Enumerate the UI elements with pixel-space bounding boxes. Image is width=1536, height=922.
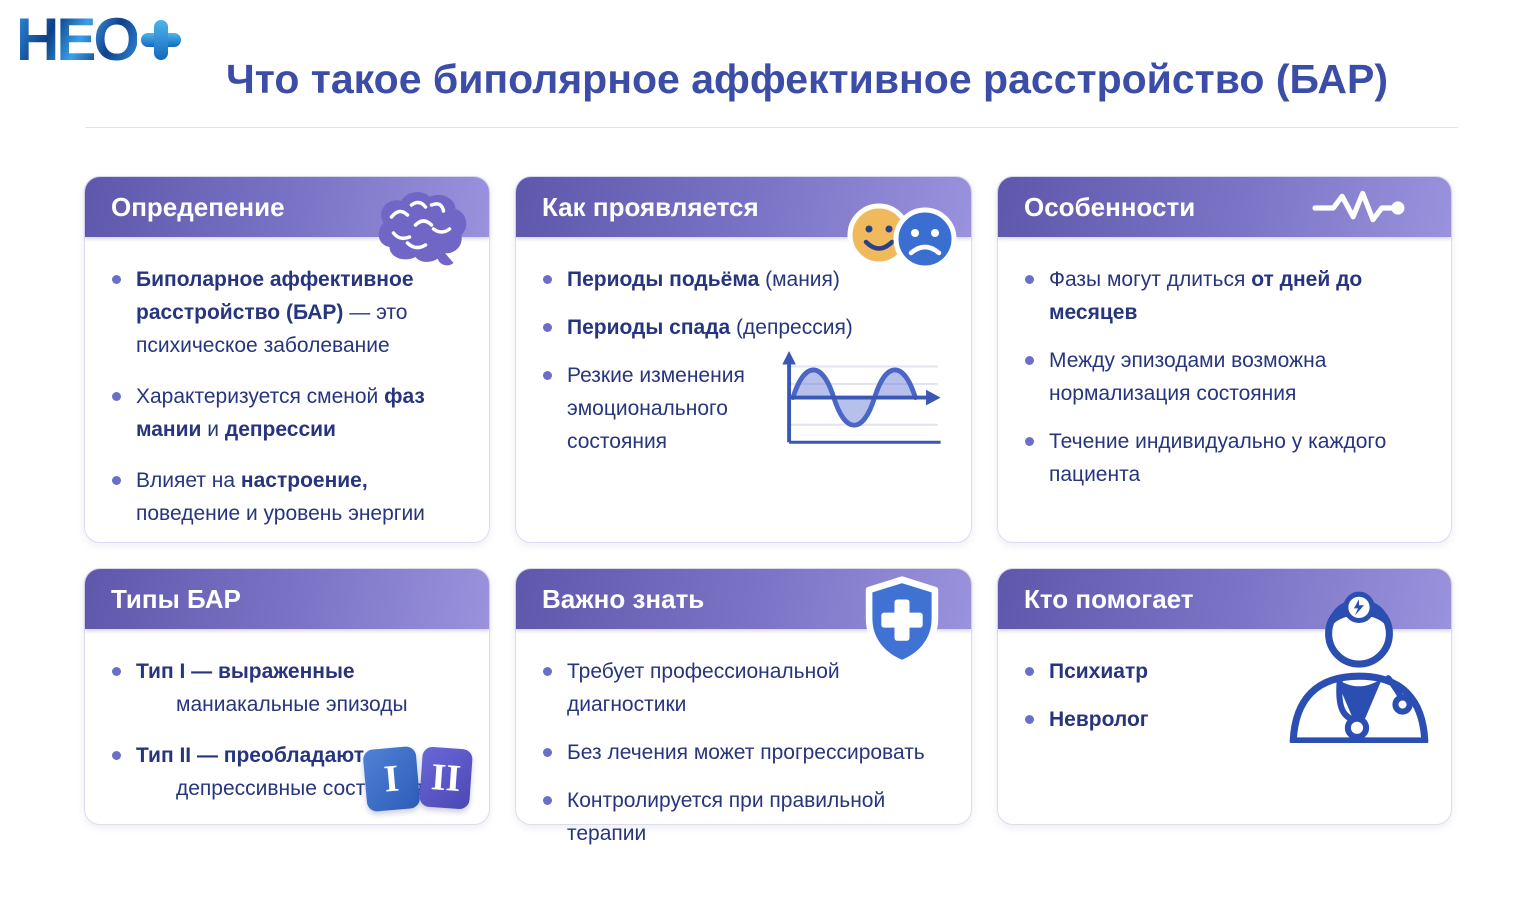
bullet-dot (1025, 667, 1034, 676)
card-important: Важно знать Требует профессиональной диа… (515, 568, 972, 845)
brain-icon (378, 192, 467, 266)
list-item: Требует профессиональной диагностики (542, 655, 953, 721)
list-item: Психиатр (1024, 655, 1433, 688)
cards-grid: Опредепение Биполарное аффективное расст… (84, 176, 1452, 845)
list-item: Резкие изменения эмоционального состояни… (542, 350, 953, 458)
list-item: Между эпизодами возможна нормализация со… (1024, 344, 1433, 410)
bullet-list: Фазы могут длиться от дней до месяцев Ме… (1024, 263, 1433, 491)
card-title: Особенности (1024, 191, 1196, 222)
bullet-text: Контролируется при правильной терапии (567, 789, 886, 845)
bullet-dot (1025, 275, 1034, 284)
card-types-header: Типы БАР (85, 569, 489, 629)
bullet-dot (112, 476, 121, 485)
bullet-text: Характеризуется сменой фаз мании и депре… (136, 385, 425, 441)
card-manifestation: Как проявляется Периоды подьёма (мания) … (515, 176, 972, 543)
bullet-text: Влияет на настроение, поведение и уровен… (136, 469, 425, 525)
bullet-text: Периоды подьёма (мания) (567, 268, 840, 291)
type-badges-icon: I II (362, 745, 474, 813)
list-item: Влияет на настроение, поведение и уровен… (111, 464, 471, 530)
bullet-dot (112, 392, 121, 401)
type-two-badge: II (418, 746, 474, 810)
bullet-list: Периоды подьёма (мания) Периоды спада (д… (542, 263, 953, 458)
page-title: Что такое биполярное аффективное расстро… (226, 56, 1389, 102)
shield-cross-icon (865, 576, 939, 667)
bullet-list: Биполарное аффективное расстройство (БАР… (111, 263, 471, 530)
bullet-dot (543, 796, 552, 805)
bullet-dot (112, 751, 121, 760)
plus-icon (141, 20, 182, 60)
card-definition: Опредепение Биполарное аффективное расст… (84, 176, 490, 543)
list-item: Тип I — выраженные маниакальные эпизоды (111, 655, 471, 721)
list-item: Периоды подьёма (мания) (542, 263, 953, 296)
card-title: Важно знать (542, 583, 705, 614)
bullet-dot (112, 275, 121, 284)
logo-text: НЕО (16, 6, 140, 73)
card-title: Типы БАР (111, 583, 241, 614)
card-title: Опредепение (111, 191, 285, 222)
bullet-text: Невролог (1049, 708, 1149, 731)
bullet-text: Фазы могут длиться от дней до месяцев (1049, 268, 1363, 324)
bullet-dot (112, 667, 121, 676)
happy-sad-faces-icon (847, 203, 957, 271)
bullet-text: Тип I — выраженные маниакальные эпизоды (136, 660, 408, 716)
bullet-dot (543, 748, 552, 757)
bullet-dot (543, 371, 552, 380)
bullet-text: Между эпизодами возможна нормализация со… (1049, 349, 1327, 405)
bullet-text: Течение индивидуально у каждого пациента (1049, 430, 1387, 486)
type-one-badge: I (362, 745, 421, 813)
mood-wave-chart-icon (782, 350, 941, 444)
card-important-body: Требует профессиональной диагностики Без… (516, 629, 971, 850)
bullet-dot (1025, 715, 1034, 724)
list-item: Периоды спада (депрессия) (542, 311, 953, 344)
card-who-helps: Кто помогает Психиатр Невролог (997, 568, 1452, 825)
bullet-dot (1025, 437, 1034, 446)
bullet-dot (543, 323, 552, 332)
bullet-text: Тип II — преобладают депрессивные состоя… (136, 744, 423, 800)
bullet-text: Биполарное аффективное расстройство (БАР… (136, 268, 414, 357)
card-who-helps-body: Психиатр Невролог (998, 629, 1451, 736)
card-title: Как проявляется (542, 191, 759, 222)
bullet-dot (543, 667, 552, 676)
bullet-text: Резкие изменения эмоционального состояни… (567, 364, 745, 453)
card-features: Особенности Фазы могут длиться от дней д… (997, 176, 1452, 543)
list-item: Тип II — преобладают депрессивные состоя… (111, 739, 471, 805)
bullet-list: Психиатр Невролог (1024, 655, 1433, 736)
pulse-line-icon (1312, 190, 1405, 223)
bullet-text: Периоды спада (депрессия) (567, 316, 853, 339)
card-manifestation-body: Периоды подьёма (мания) Периоды спада (д… (516, 237, 971, 458)
list-item: Биполарное аффективное расстройство (БАР… (111, 263, 471, 362)
bullet-text: Требует профессиональной диагностики (567, 660, 840, 716)
list-item: Контролируется при правильной терапии (542, 784, 953, 850)
card-features-body: Фазы могут длиться от дней до месяцев Ме… (998, 237, 1451, 491)
list-item: Течение индивидуально у каждого пациента (1024, 425, 1433, 491)
card-features-header: Особенности (998, 177, 1451, 237)
bullet-text: Без лечения может прогрессировать (567, 741, 925, 764)
card-types: Типы БАР Тип I — выраженные маниакальные… (84, 568, 490, 825)
list-item: Характеризуется сменой фаз мании и депре… (111, 380, 471, 446)
card-definition-body: Биполарное аффективное расстройство (БАР… (85, 237, 489, 530)
bullet-list: Тип I — выраженные маниакальные эпизоды … (111, 655, 471, 805)
bullet-dot (1025, 356, 1034, 365)
doctor-icon (1289, 591, 1429, 743)
list-item: Без лечения может прогрессировать (542, 736, 953, 769)
neo-plus-logo: НЕО (16, 6, 182, 73)
list-item: Фазы могут длиться от дней до месяцев (1024, 263, 1433, 329)
bullet-dot (543, 275, 552, 284)
header-divider (85, 127, 1458, 128)
card-title: Кто помогает (1024, 583, 1194, 614)
bullet-text: Психиатр (1049, 660, 1149, 683)
card-types-body: Тип I — выраженные маниакальные эпизоды … (85, 629, 489, 805)
list-item: Невролог (1024, 703, 1433, 736)
bullet-list: Требует профессиональной диагностики Без… (542, 655, 953, 850)
